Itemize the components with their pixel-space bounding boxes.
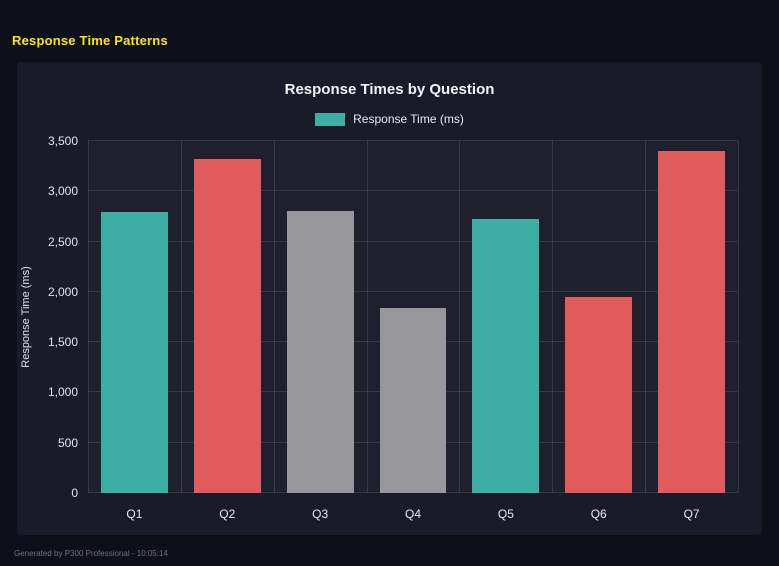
y-tick-label: 0 [71,486,78,500]
x-tick-label-q1: Q1 [126,507,143,521]
gridline-horizontal [88,240,738,242]
x-tick-label-q7: Q7 [683,507,700,521]
y-tick-label: 1,500 [47,335,78,350]
bar-q6 [565,296,633,493]
bar-slot-q7 [645,141,738,493]
bar-q1 [101,212,168,493]
gridline-vertical [88,141,89,493]
gridline-vertical [273,141,275,493]
x-tick-label-q6: Q6 [590,507,607,521]
y-tick-label: 2,500 [47,234,78,249]
y-axis-label: Response Time (ms) [20,266,32,368]
bar-slot-q1 [88,141,181,493]
gridline-horizontal [88,290,738,292]
legend-label-response-time[interactable]: Response Time (ms) [353,112,464,126]
x-tick-label-q2: Q2 [219,507,236,521]
chart-panel: Response Times by Question Response Time… [17,62,762,535]
y-tick-label: 3,500 [47,134,78,148]
x-tick-label-q5: Q5 [497,507,514,521]
bar-slot-q2 [181,141,274,493]
chart-area: Response Time (ms) 0 500 1,000 1,500 2,000 2,… [20,134,739,500]
x-axis-labels: Q1 Q2 Q3 Q4 Q5 Q6 Q7 [88,493,738,533]
gridline-horizontal [88,140,738,141]
x-tick-label-q4: Q4 [405,507,422,521]
gridline-vertical [645,141,647,493]
bar-slot-q4 [367,141,460,493]
gridline-vertical [459,141,461,493]
y-tick-label: 1,000 [47,385,78,400]
chart-title: Response Times by Question [284,81,495,98]
bar-q5 [472,219,540,493]
page-title: Response Time Patterns [12,33,168,48]
bar-q2 [193,159,261,493]
bar-slot-q6 [552,141,645,493]
plot-area: 0 500 1,000 1,500 2,000 2,500 3,000 3,500 [48,134,739,500]
x-tick-label-q3: Q3 [312,507,329,521]
gridline-vertical [180,141,182,493]
y-tick-label: 500 [57,435,78,450]
bar-q4 [379,307,447,493]
gridline-vertical [552,141,554,493]
bar-slot-q3 [274,141,367,493]
legend-swatch-response-time[interactable] [315,112,346,126]
bar-q7 [658,151,725,493]
bar-slot-q5 [459,141,552,493]
gridline-horizontal [88,190,738,192]
y-tick-label: 2,000 [47,284,78,299]
y-tick-label: 3,000 [47,184,78,199]
chart-legend: Response Time (ms) [17,111,762,127]
footer-note: Generated by P300 Professional - 10:05:1… [14,549,168,558]
gridline-vertical [738,141,739,493]
bars-row [88,141,738,493]
bar-q3 [286,211,354,493]
gridline-vertical [366,141,368,493]
